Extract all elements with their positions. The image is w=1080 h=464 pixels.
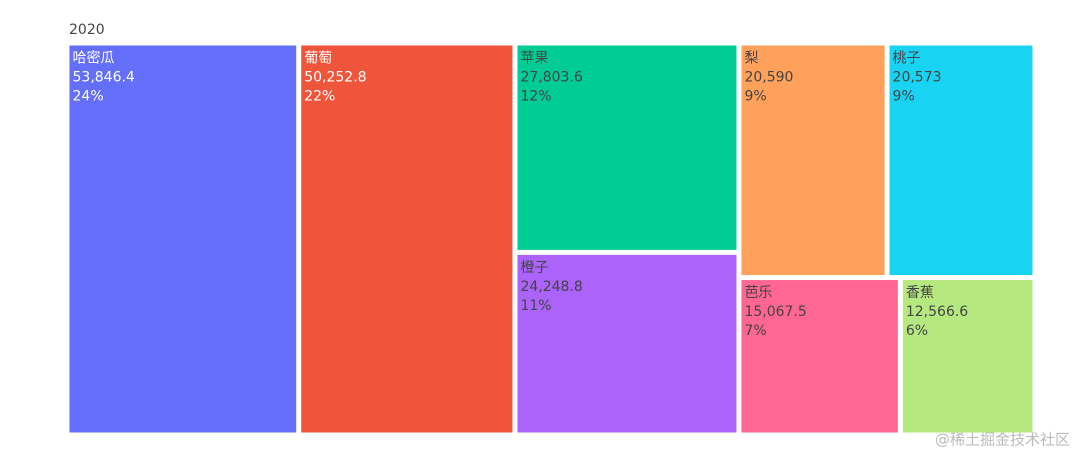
tile-label: 橙子 [520,260,548,276]
tile-label: 9% [744,89,766,105]
tile-label: 哈密瓜 [73,50,115,67]
tile-label: 24,248.8 [520,279,582,295]
tile-label: 11% [520,298,551,314]
tile-label: 27,803.6 [520,70,582,86]
tile-label: 芭乐 [744,284,772,301]
tile-label: 15,067.5 [744,304,806,320]
treemap-tile [69,45,297,433]
tile-label: 葡萄 [304,51,332,67]
tile-label: 20,590 [744,70,793,86]
tile-label: 香蕉 [906,285,934,301]
treemap-tile [301,45,513,433]
tile-label: 50,252.8 [304,70,366,86]
tile-label: 20,573 [893,70,942,86]
tile-label: 桃子 [893,51,921,67]
treemap-tile [741,280,898,433]
tile-label: 53,846.4 [73,70,135,86]
tile-label: 6% [906,323,928,339]
treemap-tile [889,45,1033,276]
tile-label: 12% [520,89,551,105]
tile-label: 苹果 [520,51,548,67]
watermark: @稀土掘金技术社区 [935,431,1070,449]
treemap-tile [517,45,737,250]
treemap-tile [902,280,1033,433]
tile-label: 22% [304,89,335,105]
chart-title: 2020 [69,22,105,38]
tile-label: 梨 [744,51,758,67]
tile-label: 9% [893,89,915,105]
tile-label: 7% [744,323,766,339]
treemap-tile [517,254,737,433]
treemap-tile [741,45,885,276]
tile-label: 12,566.6 [906,304,968,320]
tile-label: 24% [73,89,104,105]
